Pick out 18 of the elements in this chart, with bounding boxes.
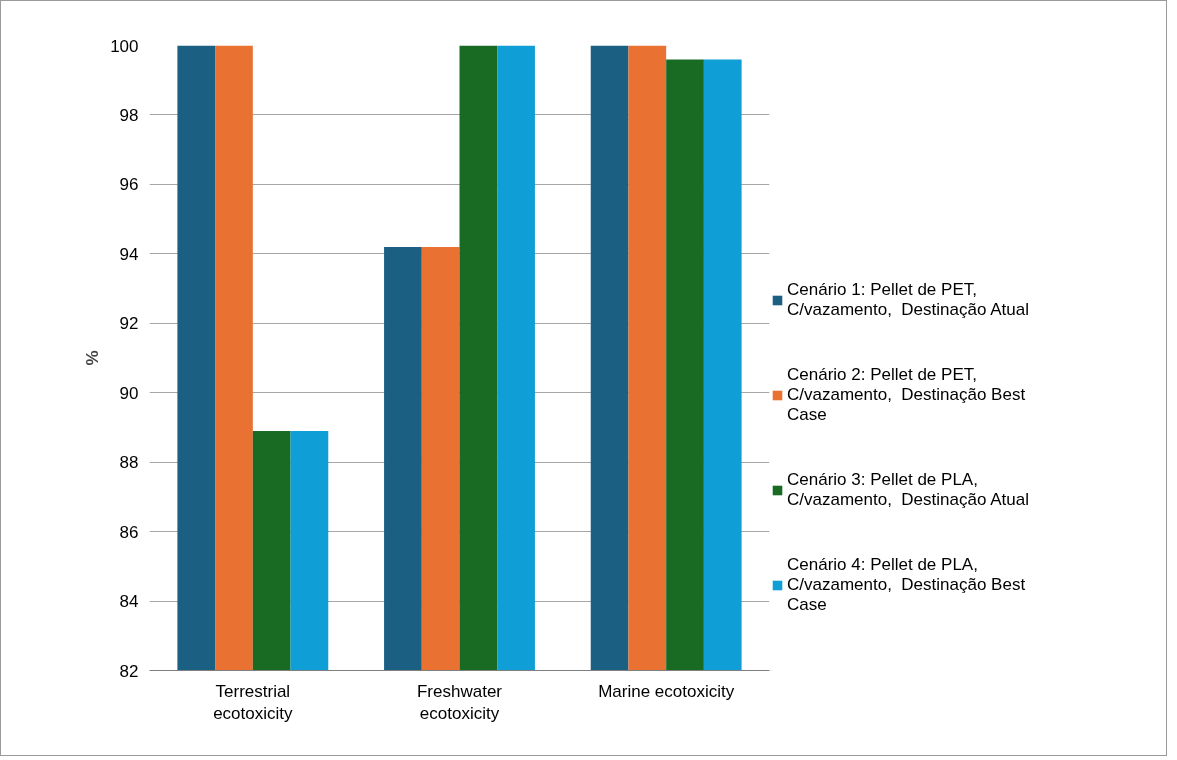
legend-label: Cenário 3: Pellet de PLA, C/vazamento, Destinação Atual bbox=[787, 470, 1029, 510]
y-tick-label: 86 bbox=[119, 522, 139, 542]
y-tick-label: 98 bbox=[119, 105, 139, 125]
legend-label: Cenário 2: Pellet de PET, C/vazamento, Destinação Best Case bbox=[787, 365, 1026, 425]
legend-label: Cenário 4: Pellet de PLA, C/vazamento, Destinação Best Case bbox=[787, 555, 1026, 615]
legend-label: Cenário 1: Pellet de PET, C/vazamento, Destinação Atual bbox=[787, 280, 1029, 320]
y-tick-label: 96 bbox=[119, 175, 139, 195]
x-tick-label: Terrestrial ecotoxicity bbox=[213, 681, 294, 724]
y-tick-label: 84 bbox=[119, 592, 139, 612]
y-tick-label: 90 bbox=[119, 383, 139, 403]
y-axis-title: % bbox=[83, 350, 103, 366]
y-tick-label: 92 bbox=[119, 314, 139, 334]
x-tick-label: Marine ecotoxicity bbox=[598, 681, 735, 701]
y-tick-label: 100 bbox=[110, 36, 139, 56]
y-tick-label: 94 bbox=[119, 244, 139, 264]
y-tick-label: 82 bbox=[119, 661, 139, 681]
y-tick-label: 88 bbox=[119, 453, 139, 473]
x-tick-label: Freshwater ecotoxicity bbox=[416, 681, 503, 724]
